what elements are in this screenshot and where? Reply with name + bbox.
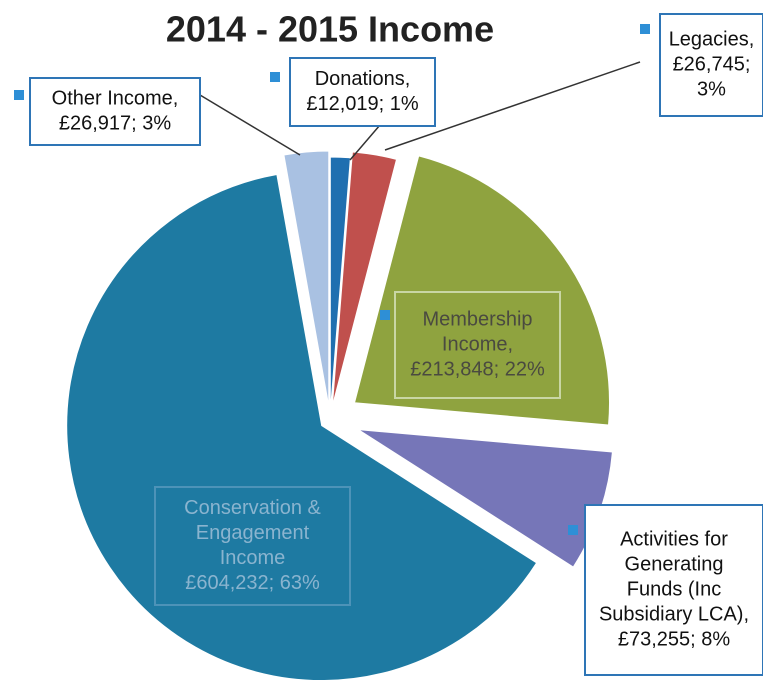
data-label: Generating: [625, 553, 724, 575]
data-label: Engagement: [196, 522, 310, 544]
label-box: [394, 291, 561, 399]
data-label: Donations,: [315, 68, 411, 90]
pie-slice: [331, 151, 398, 407]
leader-line: [384, 61, 641, 151]
chart-title: 2014 - 2015 Income: [166, 9, 494, 50]
data-label: Funds (Inc: [627, 578, 721, 600]
data-label: Income: [220, 547, 286, 569]
data-label: £26,745;: [673, 53, 751, 75]
data-label: Legacies,: [669, 28, 755, 50]
data-label: £73,255; 8%: [618, 628, 731, 650]
data-label: £213,848; 22%: [410, 358, 545, 380]
pie-slice: [66, 173, 538, 681]
data-label: Subsidiary LCA),: [599, 603, 749, 625]
data-label: £604,232; 63%: [185, 572, 320, 594]
data-label: Activities for: [620, 528, 728, 550]
data-label: Other Income,: [52, 87, 179, 109]
data-label: Membership: [422, 308, 532, 330]
label-box: [289, 57, 436, 127]
label-marker: [640, 24, 650, 34]
data-label: 3%: [697, 78, 726, 100]
label-box: [154, 486, 351, 606]
pie-slice: [353, 155, 610, 426]
label-marker: [270, 72, 280, 82]
label-marker: [568, 525, 578, 535]
data-label: £12,019; 1%: [306, 93, 419, 115]
label-marker: [380, 310, 390, 320]
data-label: Income,: [442, 333, 513, 355]
data-label: Conservation &: [184, 497, 321, 519]
label-box: [29, 77, 201, 146]
label-box: [659, 13, 763, 117]
label-box: [584, 504, 763, 676]
leader-line: [199, 94, 301, 156]
data-label: £26,917; 3%: [59, 112, 172, 134]
leader-line: [349, 124, 381, 161]
pie-slice: [283, 150, 330, 407]
label-marker: [14, 90, 24, 100]
pie-slice: [329, 156, 351, 413]
